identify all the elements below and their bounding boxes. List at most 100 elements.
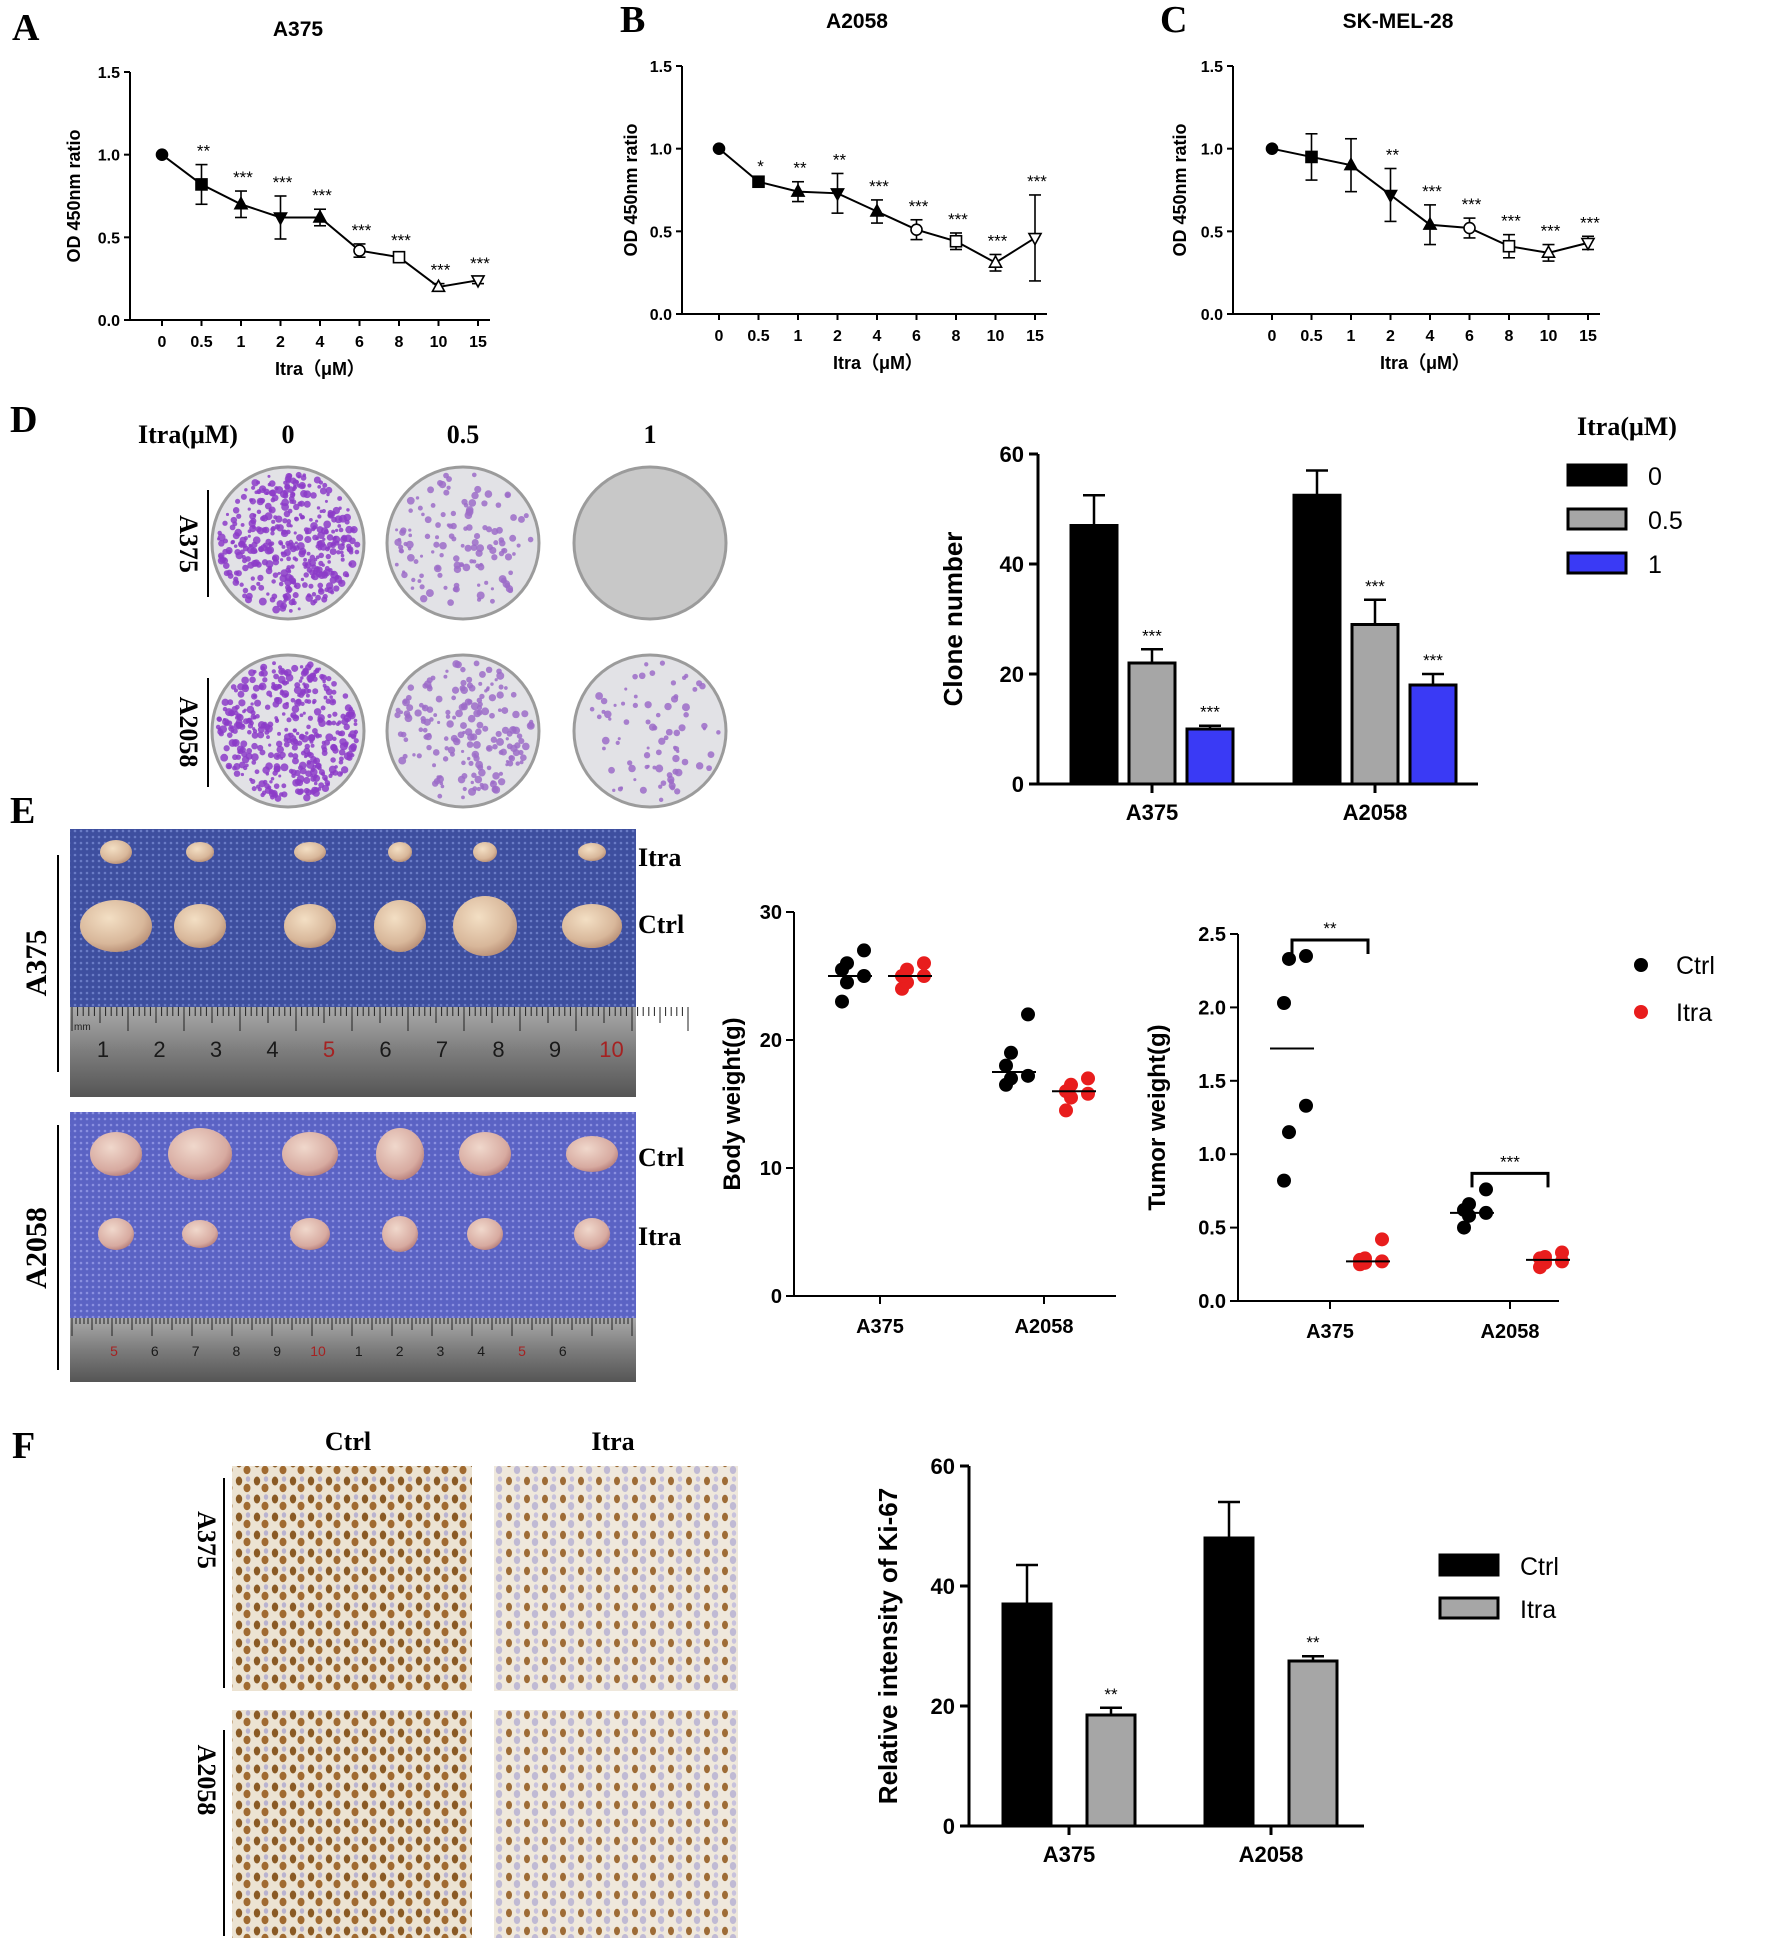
- colony: [632, 702, 638, 709]
- chart-c-xtick-label: 2: [1386, 328, 1395, 345]
- colony: [279, 558, 284, 562]
- colony: [310, 574, 316, 579]
- chart-a-sig-label: ***: [431, 261, 451, 280]
- ruler-1-number: 4: [266, 1037, 278, 1062]
- colony: [633, 694, 638, 699]
- colony: [462, 563, 471, 572]
- colony: [249, 676, 256, 684]
- colony: [322, 593, 328, 600]
- colony: [405, 694, 412, 701]
- colony: [403, 737, 409, 743]
- colony: [669, 785, 676, 791]
- colony: [239, 549, 245, 555]
- ruler-1-ticks: 1 2 3 4 5 6 7 8 9 10: [71, 1007, 689, 1062]
- colony: [273, 783, 280, 789]
- colony: [309, 517, 313, 522]
- colony: [221, 698, 229, 706]
- chart-e-tumor-point-itra: [1538, 1249, 1552, 1264]
- colony: [283, 549, 291, 557]
- chart-d-xtick-label: A375: [1126, 800, 1179, 825]
- colony: [242, 558, 248, 564]
- chart-b-point: [752, 175, 765, 189]
- colony: [344, 534, 353, 543]
- colony: [327, 560, 331, 564]
- colony: [350, 743, 357, 751]
- colony: [612, 788, 616, 792]
- colony: [331, 541, 336, 546]
- colony: [494, 678, 498, 682]
- colony: [471, 491, 479, 500]
- colony: [274, 795, 282, 802]
- colony: [490, 682, 494, 686]
- colony: [439, 781, 444, 786]
- colony: [617, 737, 621, 741]
- ihc-row-a2058: A2058: [192, 1745, 221, 1816]
- chart-e-body-ytick-label: 10: [760, 1158, 782, 1180]
- colony: [444, 746, 449, 751]
- chart-f-xtick-label: A2058: [1239, 1842, 1304, 1867]
- colony: [223, 745, 230, 752]
- colony: [301, 734, 309, 743]
- colony: [256, 497, 265, 506]
- colony: [293, 546, 297, 551]
- colony: [329, 576, 337, 584]
- colony: [460, 666, 466, 673]
- colony: [317, 531, 325, 540]
- colony: [265, 762, 273, 770]
- colony: [415, 496, 420, 500]
- chart-f-legend-label: Ctrl: [1520, 1553, 1559, 1581]
- colony: [240, 772, 245, 777]
- colony: [516, 543, 521, 548]
- ruler-2-number: 5: [110, 1343, 118, 1359]
- colony: [245, 752, 253, 760]
- colony: [305, 693, 310, 698]
- colony: [495, 502, 502, 508]
- colony: [350, 529, 354, 533]
- colony: [501, 707, 509, 714]
- colony: [468, 499, 477, 507]
- colony: [649, 670, 656, 677]
- colony: [670, 695, 679, 703]
- colony: [489, 780, 497, 788]
- colony: [660, 780, 667, 786]
- colony: [338, 759, 344, 765]
- colony: [321, 572, 328, 579]
- colony: [258, 597, 267, 606]
- colony: [262, 677, 268, 683]
- chart-c-xtick-label: 0.5: [1300, 328, 1322, 345]
- colony: [319, 509, 323, 514]
- colony: [461, 760, 466, 766]
- colony: [292, 580, 297, 585]
- colony: [340, 553, 345, 558]
- colony: [333, 585, 340, 592]
- colony: [424, 533, 431, 540]
- colony: [319, 543, 328, 551]
- colony: [602, 746, 606, 751]
- chart-a-sig-label: **: [197, 142, 211, 161]
- colony: [321, 746, 328, 753]
- colony: [297, 765, 304, 771]
- chart-a-point: [353, 244, 366, 257]
- chart-e-body-ylabel: Body weight(g): [719, 1017, 746, 1190]
- colony: [460, 749, 465, 754]
- colony: [247, 723, 254, 729]
- colony: [257, 726, 265, 734]
- chart-b-xtick-label: 0.5: [747, 328, 769, 345]
- colony: [455, 709, 463, 718]
- colony: [398, 756, 407, 765]
- colony: [491, 554, 498, 561]
- chart-c-point: [1343, 156, 1359, 171]
- colony: [296, 788, 304, 796]
- chart-e-body-ytick-label: 0: [771, 1286, 782, 1308]
- colony: [315, 594, 322, 601]
- colony: [265, 560, 274, 569]
- colony: [354, 541, 361, 548]
- colony: [278, 581, 284, 587]
- colony: [440, 511, 446, 518]
- colony: [423, 734, 429, 740]
- colony: [613, 703, 617, 707]
- colony: [447, 746, 456, 754]
- colony: [242, 765, 248, 771]
- tumor-a375-ctrl: [562, 904, 622, 948]
